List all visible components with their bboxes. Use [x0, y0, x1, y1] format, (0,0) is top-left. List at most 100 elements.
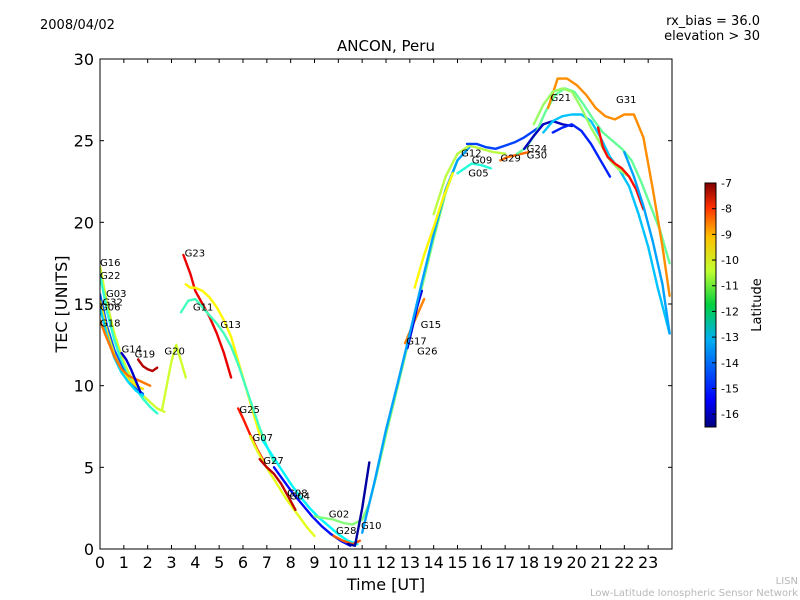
x-tick-label: 21 — [590, 553, 610, 572]
elevation-label: elevation > 30 — [664, 29, 760, 44]
prn-label: G32 — [102, 297, 122, 308]
x-tick-label: 1 — [119, 553, 129, 572]
series-g34 — [551, 123, 612, 178]
x-tick-label: 7 — [262, 553, 272, 572]
x-tick-label: 11 — [352, 553, 372, 572]
prn-label: G10 — [361, 521, 381, 532]
colorbar-tick-label: -7 — [721, 177, 732, 190]
prn-label: G22 — [100, 271, 120, 282]
prn-label: G12 — [461, 149, 481, 160]
prn-label: G14 — [122, 345, 142, 356]
series-g10 — [346, 461, 371, 547]
prn-label: G29 — [500, 154, 520, 165]
series-g16 — [100, 265, 166, 413]
colorbar-tick-label: -9 — [721, 228, 732, 241]
prn-label: G31 — [616, 95, 636, 106]
series-g13 — [179, 297, 276, 464]
prn-label: G02 — [329, 510, 349, 521]
series-g14 — [120, 351, 142, 394]
prn-label: G20 — [164, 346, 184, 357]
x-tick-label: 8 — [286, 553, 296, 572]
prn-label: G18 — [100, 319, 120, 330]
y-tick-label: 10 — [74, 377, 94, 396]
y-tick-label: 0 — [84, 540, 94, 559]
x-tick-label: 23 — [638, 553, 658, 572]
prn-label: G13 — [220, 320, 240, 331]
y-axis-label: TEC [UNITS] — [52, 256, 71, 354]
prn-label: G25 — [239, 405, 259, 416]
colorbar-label: Latitude — [750, 278, 765, 332]
x-tick-label: 9 — [309, 553, 319, 572]
x-axis-label: Time [UT] — [346, 575, 425, 594]
footer-lisn: LISN — [775, 576, 798, 587]
prn-label: G16 — [100, 258, 120, 269]
prn-label: G23 — [185, 248, 205, 259]
colorbar-tick-label: -8 — [721, 203, 732, 216]
x-tick-label: 6 — [238, 553, 248, 572]
prn-label: G19 — [135, 350, 155, 361]
colorbar-tick-label: -11 — [721, 280, 739, 293]
prn-label: G24 — [527, 144, 547, 155]
series-g36 — [623, 150, 671, 335]
y-tick-label: 20 — [74, 213, 94, 232]
series-g31 — [413, 172, 454, 289]
series-g18 — [100, 319, 152, 387]
x-tick-label: 15 — [447, 553, 467, 572]
chart-title: ANCON, Peru — [337, 37, 435, 55]
series-g01 — [546, 77, 671, 297]
series-g35 — [596, 126, 645, 211]
colorbar-tick-label: -15 — [721, 382, 739, 395]
prn-label: G27 — [263, 456, 283, 467]
x-tick-label: 13 — [400, 553, 420, 572]
x-tick-label: 5 — [214, 553, 224, 572]
prn-label: G04 — [290, 492, 310, 503]
series-g08 — [260, 438, 359, 546]
prn-label: G07 — [253, 433, 273, 444]
series-g07 — [248, 435, 316, 538]
footer-network: Low-Latitude Ionospheric Sensor Network — [590, 588, 798, 599]
series-g05 — [456, 162, 493, 175]
x-tick-label: 22 — [614, 553, 634, 572]
prn-label: G09 — [472, 155, 492, 166]
series-g30 — [523, 119, 574, 151]
prn-label: G17 — [406, 337, 426, 348]
series-g27 — [258, 458, 297, 511]
date-label: 2008/04/02 — [40, 18, 115, 33]
series-g21 — [542, 113, 671, 335]
y-tick-label: 30 — [74, 50, 94, 69]
prn-label: G05 — [468, 168, 488, 179]
series-g23 — [182, 253, 233, 379]
colorbar-tick-label: -13 — [721, 331, 739, 344]
x-tick-label: 12 — [376, 553, 396, 572]
series-g24 — [515, 87, 671, 265]
prn-label: G28 — [336, 526, 356, 537]
colorbar-tick-label: -14 — [721, 357, 739, 370]
prn-label: G30 — [527, 150, 547, 161]
rx-bias-label: rx_bias = 36.0 — [666, 14, 760, 29]
x-tick-label: 20 — [566, 553, 586, 572]
x-tick-label: 3 — [166, 553, 176, 572]
colorbar — [704, 182, 717, 428]
x-tick-label: 19 — [543, 553, 563, 572]
series-g29 — [499, 150, 531, 162]
series-g09 — [465, 123, 545, 151]
y-tick-label: 25 — [74, 132, 94, 151]
x-tick-label: 4 — [190, 553, 200, 572]
x-tick-label: 0 — [95, 553, 105, 572]
series-g12 — [432, 144, 507, 216]
x-tick-label: 17 — [495, 553, 515, 572]
colorbar-tick-label: -10 — [721, 254, 739, 267]
x-tick-label: 10 — [328, 553, 348, 572]
x-tick-label: 16 — [471, 553, 491, 572]
series-g19 — [136, 358, 159, 373]
y-tick-label: 5 — [84, 458, 94, 477]
prn-label: G03 — [106, 289, 126, 300]
prn-label: G08 — [287, 489, 307, 500]
y-tick-label: 15 — [74, 295, 94, 314]
x-tick-label: 18 — [519, 553, 539, 572]
prn-label: G21 — [551, 93, 571, 104]
prn-label: G11 — [193, 302, 213, 313]
plot-area — [100, 59, 672, 549]
prn-label: G26 — [417, 346, 437, 357]
